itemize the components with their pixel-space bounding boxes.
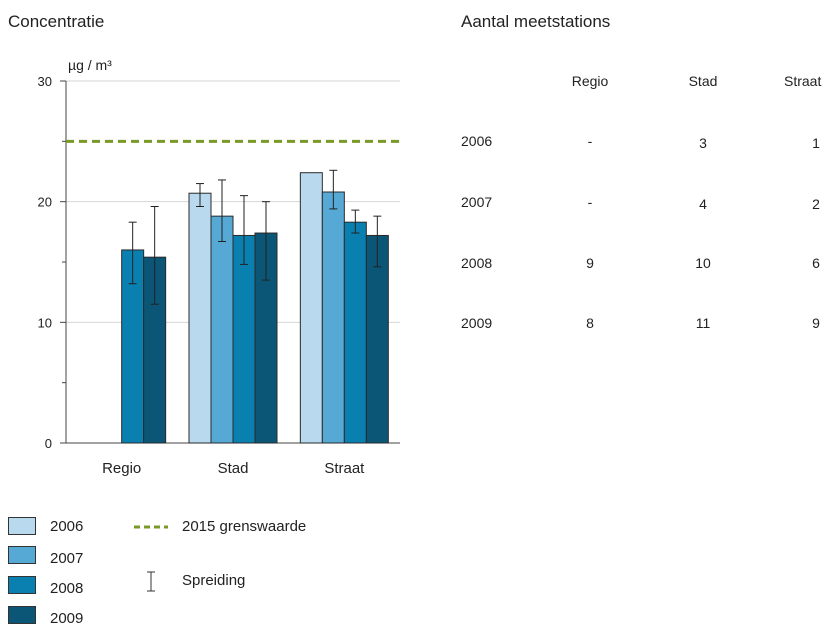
- table-cell-regio: -: [587, 133, 593, 149]
- x-tick-label: Regio: [102, 460, 141, 477]
- legend-reference-line: [134, 525, 168, 529]
- table-cell-straat: 6: [812, 255, 820, 271]
- table-header-stad: Stad: [688, 73, 718, 89]
- y-tick-label: 30: [38, 74, 52, 89]
- table-cell-straat: 1: [812, 135, 820, 151]
- table-header-regio: Regio: [571, 73, 609, 89]
- table-row-year: 2009: [461, 315, 493, 331]
- bar-straat-2007: [321, 191, 345, 444]
- table-title: Aantal meetstations: [461, 12, 611, 31]
- table-cell-stad: 11: [695, 315, 711, 331]
- legend-label-2006: 2006: [50, 518, 84, 535]
- table-cell-regio: 8: [586, 315, 594, 331]
- legend-label-reference: 2015 grenswaarde: [182, 518, 307, 535]
- bar-straat-2008: [343, 221, 367, 444]
- y-tick-label: 20: [38, 195, 52, 210]
- table-header-straat: Straat: [784, 73, 822, 89]
- table-cell-straat: 9: [812, 315, 820, 331]
- x-tick-label: Stad: [218, 460, 249, 477]
- legend-swatch-2008: [8, 576, 36, 594]
- table-cell-stad: 3: [699, 135, 707, 151]
- legend-swatch-2006: [8, 517, 36, 535]
- legend-label-2007: 2007: [50, 550, 84, 567]
- table-row-year: 2007: [461, 194, 493, 210]
- bar-stad-2008: [232, 234, 256, 444]
- table-cell-straat: 2: [812, 196, 820, 212]
- y-tick-label: 10: [38, 315, 52, 330]
- legend-label-errorbar: Spreiding: [182, 572, 246, 589]
- legend-swatch-2009: [8, 606, 36, 624]
- bar-stad-2007: [210, 215, 234, 444]
- table-cell-regio: 9: [586, 255, 594, 271]
- bar-chart: 0 10 20 30 µg / m³ Regio Stad Straat: [38, 57, 400, 477]
- legend-errorbar-icon: [147, 571, 155, 592]
- bar-stad-2006: [188, 192, 212, 444]
- legend-label-2009: 2009: [50, 610, 84, 627]
- table-cell-regio: -: [587, 194, 593, 210]
- chart-title: Concentratie: [8, 12, 105, 31]
- x-tick-label: Straat: [324, 460, 365, 477]
- table-cell-stad: 4: [699, 196, 707, 212]
- legend-swatch-2007: [8, 546, 36, 564]
- table-row-year: 2008: [461, 255, 493, 271]
- legend-label-2008: 2008: [50, 580, 84, 597]
- bar-straat-2006: [299, 172, 323, 444]
- y-axis-label: µg / m³: [68, 57, 112, 73]
- table-cell-stad: 10: [695, 255, 711, 271]
- table-row-year: 2006: [461, 133, 493, 149]
- y-tick-label: 0: [45, 436, 52, 451]
